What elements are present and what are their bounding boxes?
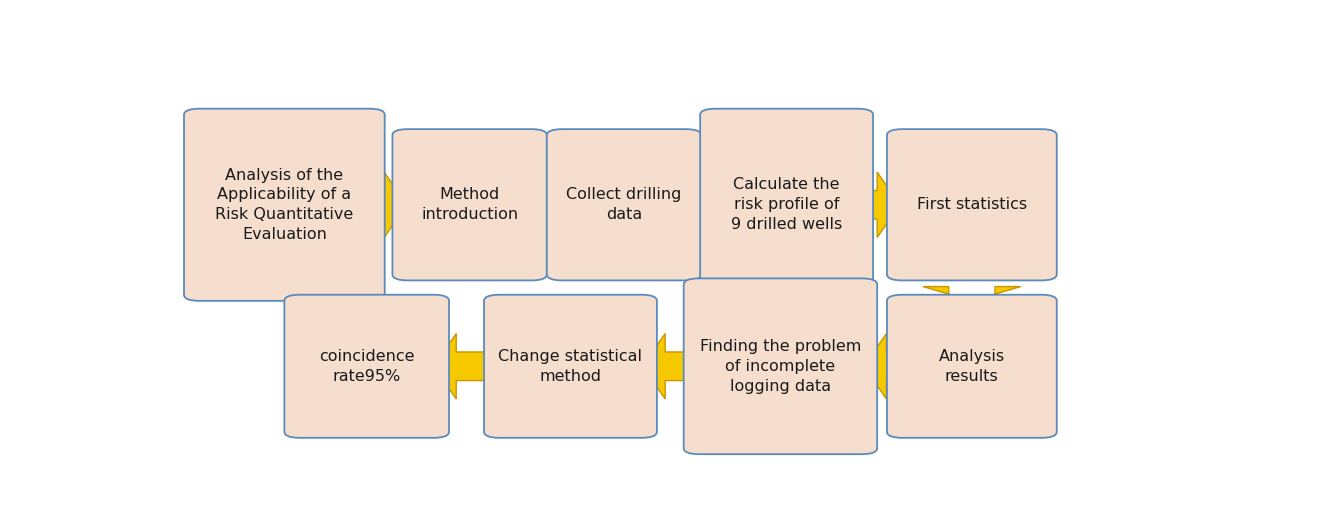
FancyBboxPatch shape — [887, 129, 1057, 280]
FancyBboxPatch shape — [185, 109, 385, 301]
Polygon shape — [688, 172, 714, 237]
FancyBboxPatch shape — [887, 295, 1057, 438]
FancyBboxPatch shape — [700, 109, 872, 301]
FancyBboxPatch shape — [393, 129, 547, 280]
FancyBboxPatch shape — [684, 278, 878, 454]
FancyBboxPatch shape — [284, 295, 449, 438]
Text: Method
introduction: Method introduction — [421, 187, 518, 222]
Polygon shape — [372, 172, 406, 237]
Text: Analysis
results: Analysis results — [939, 349, 1005, 384]
Polygon shape — [434, 333, 498, 399]
Text: Change statistical
method: Change statistical method — [498, 349, 643, 384]
Polygon shape — [859, 172, 900, 237]
Polygon shape — [863, 333, 900, 399]
Text: Analysis of the
Applicability of a
Risk Quantitative
Evaluation: Analysis of the Applicability of a Risk … — [215, 168, 353, 242]
Text: First statistics: First statistics — [916, 198, 1027, 212]
FancyBboxPatch shape — [547, 129, 701, 280]
Polygon shape — [923, 287, 1021, 301]
FancyBboxPatch shape — [483, 295, 657, 438]
Polygon shape — [643, 333, 699, 399]
Text: Calculate the
risk profile of
9 drilled wells: Calculate the risk profile of 9 drilled … — [730, 177, 842, 232]
Text: Finding the problem
of incomplete
logging data: Finding the problem of incomplete loggin… — [700, 339, 861, 393]
Text: coincidence
rate95%: coincidence rate95% — [319, 349, 414, 384]
Text: Collect drilling
data: Collect drilling data — [566, 187, 681, 222]
Polygon shape — [534, 172, 562, 237]
